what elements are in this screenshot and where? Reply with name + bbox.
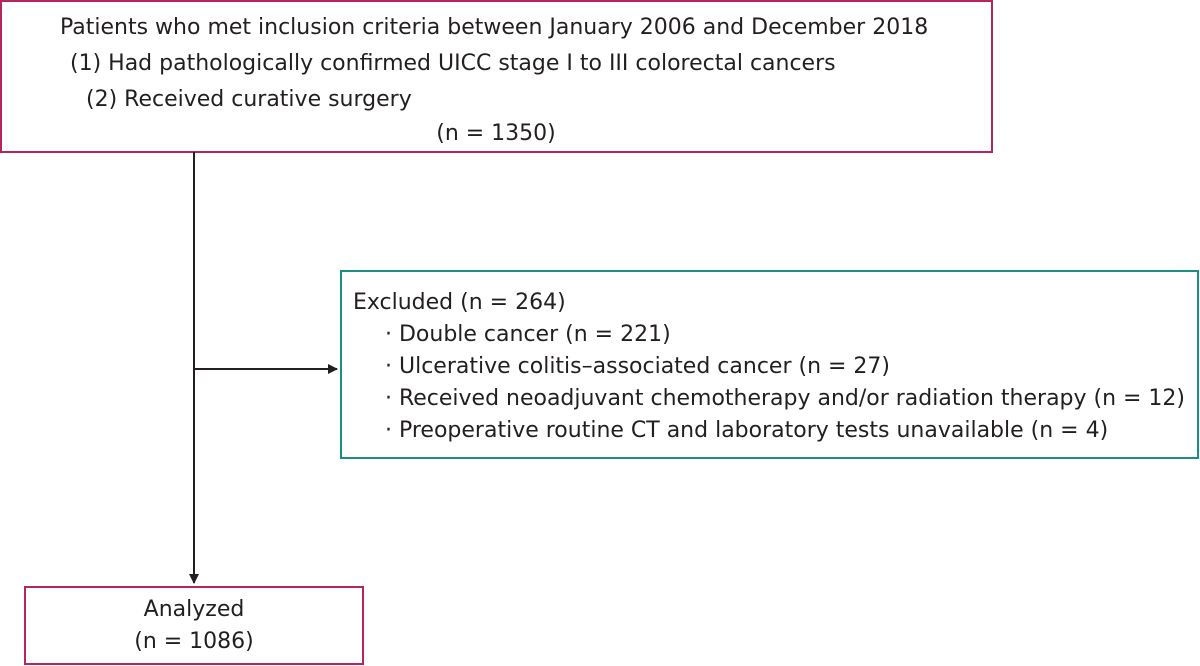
node-text: Patients who met inclusion criteria betw… bbox=[60, 15, 928, 40]
inclusion-box bbox=[0, 0, 993, 153]
node-text: Analyzed bbox=[144, 597, 245, 622]
node-text: (2) Received curative surgery bbox=[86, 87, 412, 112]
node-text: (n = 1086) bbox=[134, 629, 254, 654]
node-text: Excluded (n = 264) bbox=[353, 290, 566, 315]
node-text: (1) Had pathologically confirmed UICC st… bbox=[70, 51, 836, 76]
node-text: · Ulcerative colitis–associated cancer (… bbox=[385, 354, 890, 379]
node-text: (n = 1350) bbox=[436, 121, 556, 146]
node-text: · Double cancer (n = 221) bbox=[385, 322, 671, 347]
analyzed-box bbox=[24, 586, 364, 665]
excluded-box bbox=[340, 270, 1199, 459]
node-text: · Preoperative routine CT and laboratory… bbox=[385, 418, 1108, 443]
node-text: · Received neoadjuvant chemotherapy and/… bbox=[385, 386, 1185, 411]
